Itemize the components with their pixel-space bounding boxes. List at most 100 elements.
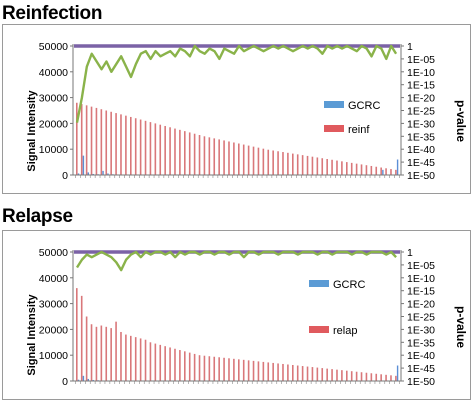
bar-reinf — [159, 125, 161, 175]
bar-relap — [110, 328, 112, 381]
y-tick-label: 40000 — [39, 273, 68, 285]
bar-relap — [204, 356, 206, 381]
bar-reinf — [174, 129, 176, 175]
bar-relap — [287, 364, 289, 381]
bar-reinf — [366, 165, 368, 175]
bar-gcrc — [102, 171, 103, 175]
bar-reinf — [302, 155, 304, 175]
y-tick-label: 40000 — [39, 67, 68, 79]
bar-reinf — [76, 103, 78, 175]
bar-reinf — [238, 144, 240, 175]
bar-relap — [184, 351, 186, 381]
legend-label-reinf: reinf — [348, 124, 370, 136]
bar-relap — [390, 375, 392, 381]
bar-relap — [199, 355, 201, 381]
y-tick-label: 0 — [62, 376, 68, 388]
bar-relap — [120, 332, 122, 381]
legend-swatch-gcrc — [324, 101, 344, 108]
bar-relap — [282, 364, 284, 381]
y2-tick-label: 1E-10 — [407, 273, 435, 285]
bar-reinf — [272, 150, 274, 175]
bar-reinf — [267, 150, 269, 175]
bar-reinf — [292, 154, 294, 175]
y2-tick-label: 1E-50 — [407, 376, 435, 388]
bar-reinf — [341, 161, 343, 175]
bar-relap — [218, 357, 220, 381]
bar-relap — [140, 338, 142, 381]
panel-title-relapse: Relapse — [2, 206, 73, 228]
bar-reinf — [169, 127, 171, 175]
bar-reinf — [258, 148, 260, 175]
bar-relap — [155, 344, 157, 381]
y-tick-label: 20000 — [39, 118, 68, 130]
y2-tick-label: 1E-05 — [407, 260, 435, 272]
bar-relap — [91, 324, 93, 381]
legend-label-gcrc: GCRC — [348, 100, 380, 112]
bar-relap — [375, 374, 377, 381]
bar-relap — [243, 360, 245, 381]
bar-relap — [312, 367, 314, 381]
legend-swatch-relap — [309, 326, 329, 333]
bar-reinf — [91, 107, 93, 175]
bar-relap — [351, 371, 353, 381]
bar-reinf — [81, 104, 83, 175]
y-tick-label: 10000 — [39, 144, 68, 156]
y2-tick-label: 1E-05 — [407, 54, 435, 66]
bar-reinf — [96, 108, 98, 175]
bar-relap — [326, 369, 328, 381]
y-tick-label: 50000 — [39, 41, 68, 53]
bar-relap — [366, 373, 368, 381]
bar-reinf — [351, 163, 353, 175]
bar-reinf — [125, 116, 127, 175]
y2-tick-label: 1 — [407, 41, 413, 53]
y2-tick-label: 1E-40 — [407, 144, 435, 156]
bar-reinf — [150, 122, 152, 175]
y2-tick-label: 1E-10 — [407, 67, 435, 79]
bar-relap — [101, 326, 103, 381]
chart-relapse: Signal Intensity p-value 010000200003000… — [3, 231, 470, 399]
bar-relap — [164, 346, 166, 381]
bar-relap — [356, 372, 358, 381]
bar-relap — [125, 335, 127, 381]
y2-tick-label: 1E-25 — [407, 312, 435, 324]
bar-reinf — [101, 109, 103, 175]
bar-reinf — [361, 164, 363, 175]
bar-relap — [179, 350, 181, 381]
bar-relap — [174, 349, 176, 381]
legend-swatch-gcrc — [309, 280, 329, 287]
chart-reinfection: Signal Intensity p-value 010000200003000… — [3, 25, 470, 193]
bar-relap — [81, 296, 83, 381]
bar-relap — [277, 363, 279, 381]
bar-relap — [263, 362, 265, 381]
bar-reinf — [135, 118, 137, 175]
y2-tick-label: 1E-25 — [407, 106, 435, 118]
y-tick-label: 30000 — [39, 299, 68, 311]
bar-gcrc — [83, 156, 84, 175]
bar-relap — [341, 370, 343, 381]
bar-relap — [209, 356, 211, 381]
bar-reinf — [184, 131, 186, 175]
bar-reinf — [346, 162, 348, 175]
bar-relap — [233, 359, 235, 381]
bar-relap — [145, 340, 147, 381]
bar-reinf — [155, 123, 157, 175]
bar-relap — [302, 366, 304, 381]
y-tick-label: 30000 — [39, 93, 68, 105]
bar-reinf — [194, 134, 196, 175]
bar-reinf — [164, 126, 166, 175]
bar-reinf — [209, 137, 211, 175]
y2-tick-label: 1 — [407, 247, 413, 259]
bar-reinf — [380, 168, 382, 175]
legend-label-gcrc: GCRC — [333, 279, 365, 291]
bar-relap — [331, 369, 333, 381]
bar-reinf — [233, 142, 235, 175]
y2-tick-label: 1E-20 — [407, 299, 435, 311]
bar-relap — [105, 327, 107, 381]
legend-label-relap: relap — [333, 325, 357, 337]
bar-relap — [169, 347, 171, 381]
bar-reinf — [282, 152, 284, 175]
legend-swatch-reinf — [324, 125, 344, 132]
bar-relap — [194, 354, 196, 381]
bar-reinf — [385, 168, 387, 175]
